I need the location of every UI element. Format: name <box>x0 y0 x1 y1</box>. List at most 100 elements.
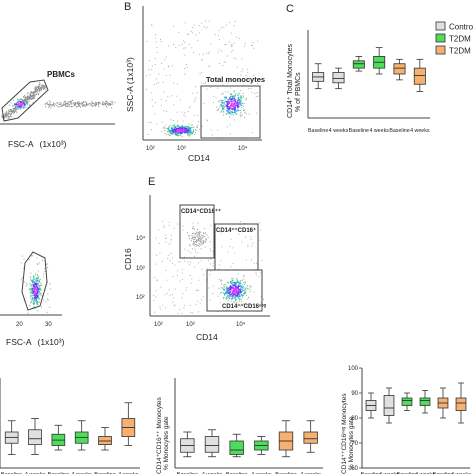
panel-e-event <box>238 293 240 294</box>
panel-e-event <box>201 268 203 270</box>
panel-e-event <box>250 286 252 288</box>
panel-a-event <box>84 105 86 107</box>
panel-e-event <box>259 272 261 274</box>
panel-b-event <box>240 74 242 76</box>
panel-d-event <box>28 259 30 260</box>
panel-b-event <box>222 84 224 86</box>
panel-a-event <box>1 116 3 118</box>
panel-a-event <box>20 108 21 110</box>
panel-e-event <box>228 292 230 294</box>
panel-a-event <box>72 105 74 107</box>
panel-b-event <box>168 129 170 131</box>
panel-e-event <box>161 260 163 262</box>
panel-e-event <box>223 285 225 287</box>
panel-a-event <box>33 92 35 94</box>
panel-b-event <box>205 27 207 29</box>
panel-d-event <box>30 300 32 302</box>
panel-e-events <box>153 220 264 314</box>
panel-e-gate-int-label: CD14⁺⁺CD16⁺ <box>216 227 256 234</box>
panel-b-event <box>257 40 259 42</box>
panel-e-event <box>227 251 229 253</box>
panel-d-event <box>23 281 25 283</box>
panel-b-event <box>169 135 171 137</box>
panel-a-event <box>17 108 19 110</box>
panel-a-event <box>5 115 7 117</box>
panel-b-event <box>173 43 175 45</box>
panel-a-event <box>103 104 105 106</box>
panel-e-event <box>231 277 233 279</box>
panel-d-tick-2: 30 <box>45 322 52 328</box>
panel-e-event <box>229 290 231 292</box>
panel-e-event <box>260 302 262 304</box>
panel-b-event <box>227 91 229 93</box>
panel-e-event <box>168 244 170 246</box>
panel-e-event <box>227 292 229 294</box>
panel-b-event <box>235 105 237 107</box>
panel-e-event <box>240 281 242 283</box>
panel-d-event <box>37 280 39 282</box>
panel-b-event <box>185 132 187 134</box>
panel-d-event <box>32 286 34 287</box>
panel-e-event <box>172 276 174 278</box>
panel-a-event <box>35 87 37 89</box>
panel-a-event <box>64 104 66 106</box>
panel-e-event <box>232 286 234 288</box>
panel-d-event <box>37 291 39 293</box>
panel-a-event <box>80 106 81 108</box>
panel-b-event <box>189 106 191 108</box>
panel-b-event <box>151 69 153 71</box>
panel-b-event <box>234 112 236 113</box>
panel-b-event <box>201 72 203 74</box>
panel-e-event <box>241 279 243 281</box>
panel-e-event <box>261 259 263 261</box>
panel-b-event <box>231 105 233 107</box>
panel-e-event <box>226 308 228 310</box>
panel-b-event <box>186 125 187 127</box>
panel-e-event <box>156 254 158 256</box>
panel-b-event <box>244 43 246 44</box>
panel-d-event <box>33 278 35 280</box>
panel-e-event <box>231 228 233 230</box>
panel-a-event <box>15 109 17 111</box>
panel-a-event <box>16 107 18 109</box>
panel-d-event <box>35 299 37 300</box>
panel-e-event <box>229 286 231 288</box>
panel-a-event <box>26 103 28 105</box>
panel-e-event <box>260 229 262 231</box>
panel-a-event <box>60 103 62 105</box>
panel-b-event <box>231 111 233 113</box>
panel-b-event <box>181 130 183 132</box>
panel-d-event <box>39 293 41 295</box>
panel-e-event <box>197 252 199 254</box>
panel-b-event <box>186 34 188 35</box>
panel-e-event <box>193 243 195 245</box>
panel-a-event <box>76 101 78 103</box>
panel-d-event <box>32 294 34 296</box>
panel-b-event <box>226 100 228 102</box>
panel-d-event <box>23 258 25 260</box>
panel-a-event <box>102 104 104 106</box>
panel-b-event <box>221 101 223 103</box>
panel-e-event <box>182 229 184 231</box>
panel-a-event <box>8 109 10 111</box>
panel-d-event <box>34 286 36 288</box>
panel-a-event <box>66 106 68 108</box>
panel-d-event <box>36 300 38 302</box>
panel-a-event <box>9 111 11 112</box>
panel-e-event <box>233 290 235 291</box>
panel-a-event <box>110 100 112 102</box>
panel-b-event <box>181 111 183 113</box>
panel-a-event <box>31 96 33 97</box>
panel-e-event <box>233 301 235 303</box>
panel-a-event <box>54 103 56 105</box>
legend-label-t2dm-2: T2DM <box>449 47 471 56</box>
panel-e-event <box>240 294 242 296</box>
panel-a-event <box>75 102 77 104</box>
panel-a-event <box>81 102 82 104</box>
panel-b-event <box>223 107 225 109</box>
panel-b-gate-label: Total monocytes <box>206 75 265 84</box>
panel-b-event <box>185 126 186 128</box>
panel-e-event <box>244 291 246 293</box>
panel-c-category-label: Baseline <box>389 128 409 134</box>
panel-b-event <box>245 113 247 114</box>
